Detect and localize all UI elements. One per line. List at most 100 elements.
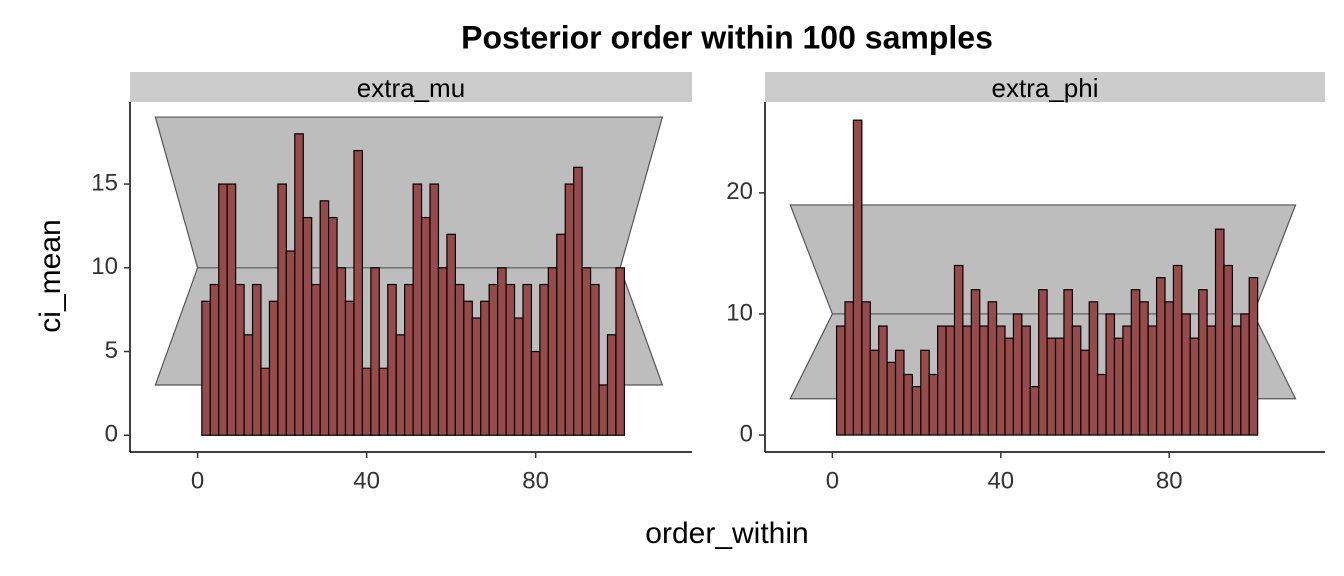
bar	[1105, 313, 1116, 436]
bar	[1122, 325, 1132, 436]
bar	[285, 250, 296, 436]
y-tick-label: 15	[91, 169, 118, 196]
bar	[1012, 313, 1023, 436]
x-tick-label: 0	[191, 467, 204, 494]
bar	[1071, 325, 1082, 436]
bar	[268, 300, 279, 436]
bar	[556, 233, 566, 436]
x-tick-label: 80	[522, 467, 549, 494]
bar	[1189, 337, 1200, 436]
bar	[928, 373, 939, 436]
bar	[294, 133, 304, 436]
bar	[1054, 337, 1065, 436]
bar	[319, 200, 330, 436]
x-tick-label: 40	[353, 467, 380, 494]
facet-strip	[130, 72, 692, 102]
bar	[488, 283, 499, 436]
bar	[243, 334, 254, 436]
bar	[1206, 325, 1217, 436]
bar	[429, 183, 440, 436]
bar	[962, 325, 972, 436]
bar	[328, 216, 338, 436]
bar	[844, 301, 855, 436]
bar	[437, 267, 448, 436]
bar	[911, 386, 922, 436]
bar	[1021, 325, 1031, 436]
bar	[979, 325, 989, 436]
x-tick-label: 40	[987, 467, 1014, 494]
y-tick-label: 0	[105, 421, 118, 448]
bar	[1080, 349, 1090, 436]
x-tick-label: 80	[1156, 467, 1183, 494]
bar	[1063, 289, 1073, 436]
y-axis-label: ci_mean	[34, 219, 67, 332]
bar	[953, 264, 964, 436]
bar	[471, 317, 482, 436]
bar	[886, 361, 897, 436]
facet-strip	[765, 72, 1325, 102]
bar	[1240, 313, 1250, 436]
y-tick-label: 10	[91, 253, 118, 280]
bar	[581, 267, 592, 436]
bar	[1198, 289, 1208, 436]
x-axis-label: order_within	[645, 517, 808, 550]
facet-label: extra_mu	[357, 73, 465, 103]
bar	[835, 325, 846, 436]
bar	[1130, 289, 1141, 436]
bar	[530, 350, 541, 436]
bar	[937, 325, 947, 436]
bar	[505, 283, 516, 436]
bar	[1164, 301, 1175, 436]
bar	[1231, 325, 1242, 436]
bar	[970, 289, 981, 436]
facet-label: extra_phi	[992, 73, 1099, 103]
bar	[1172, 264, 1183, 436]
bar	[251, 283, 262, 436]
bar	[547, 267, 558, 436]
bar	[201, 300, 211, 436]
bar	[606, 334, 617, 436]
bar	[370, 267, 380, 436]
bar	[209, 283, 220, 436]
bar	[995, 325, 1006, 436]
bar	[226, 183, 237, 436]
bar	[395, 334, 406, 436]
bar	[1181, 313, 1191, 436]
bar	[1214, 228, 1225, 436]
bar	[463, 300, 473, 436]
bar	[454, 283, 465, 436]
bar	[277, 183, 287, 436]
bar	[539, 283, 549, 436]
x-tick-label: 0	[826, 467, 839, 494]
y-tick-label: 5	[105, 337, 118, 364]
y-tick-label: 0	[740, 420, 753, 447]
bar	[311, 283, 321, 436]
bar	[598, 384, 609, 436]
bar	[235, 283, 245, 436]
bar	[987, 301, 998, 436]
bar	[302, 216, 313, 436]
bar	[1046, 337, 1057, 436]
bar	[1139, 301, 1149, 436]
bar	[353, 149, 364, 436]
y-tick-label: 10	[726, 299, 753, 326]
bar	[1113, 337, 1124, 436]
chart-title: Posterior order within 100 samples	[461, 19, 993, 55]
bar	[1004, 337, 1015, 436]
bar	[1147, 325, 1158, 436]
bar	[344, 300, 355, 436]
bar	[260, 367, 271, 436]
bar	[1038, 289, 1048, 436]
bar	[1155, 277, 1166, 436]
bar	[387, 283, 397, 436]
bar	[615, 267, 625, 436]
bar	[1223, 264, 1233, 436]
bar	[513, 317, 524, 436]
bar	[378, 367, 389, 436]
bar	[920, 349, 930, 436]
bar	[564, 183, 575, 436]
bar	[497, 267, 507, 436]
bar	[522, 283, 533, 436]
bar	[589, 283, 600, 436]
